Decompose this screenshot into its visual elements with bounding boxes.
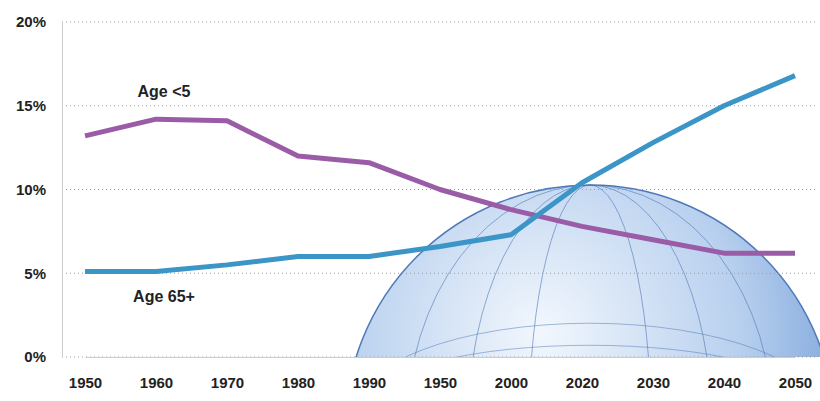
x-tick-label: 1990: [353, 374, 386, 391]
globe-outline: [345, 185, 820, 357]
y-axis: 0% 5% 10% 15% 20%: [16, 13, 63, 365]
lines: [85, 76, 795, 272]
x-tick-label: 2040: [708, 374, 741, 391]
globe-parallel: [354, 323, 820, 357]
y-tick: 10%: [16, 181, 62, 198]
y-tick-label: 5%: [24, 265, 46, 282]
x-tick: 1970: [211, 357, 244, 391]
y-tick-label: 10%: [16, 181, 46, 198]
series-line: [85, 76, 795, 272]
x-tick-label: 2030: [637, 374, 670, 391]
x-tick-label: 1980: [282, 374, 315, 391]
x-tick-label: 1950: [424, 374, 457, 391]
x-tick-label: 1970: [211, 374, 244, 391]
globe-parallel: [378, 345, 801, 357]
chart: 0% 5% 10% 15% 20% 1950 1960 1970 1980 1990 1950 200…: [0, 0, 820, 401]
y-tick: 20%: [16, 13, 62, 30]
grid-line: [62, 273, 815, 274]
x-tick-label: 2000: [495, 374, 528, 391]
series-label: Age 65+: [133, 288, 195, 305]
x-tick-label: 2020: [566, 374, 599, 391]
x-axis: 1950 1960 1970 1980 1990 1950 2000 2020 2030 2040…: [69, 357, 812, 391]
grid: [62, 22, 815, 357]
y-tick-label: 15%: [16, 97, 46, 114]
x-tick: 2040: [708, 357, 741, 391]
y-axis-line: [62, 23, 63, 358]
x-tick-label: 2050: [779, 374, 812, 391]
series-line: [85, 119, 795, 253]
x-tick: 1990: [353, 357, 386, 391]
series-label: Age <5: [138, 83, 191, 100]
x-tick: 1950: [69, 357, 102, 391]
x-tick-label: 1960: [140, 374, 173, 391]
x-tick: 2030: [637, 357, 670, 391]
x-axis-line: [86, 357, 796, 358]
series-labels: Age <5 Age 65+: [133, 83, 195, 304]
x-tick: 2050: [779, 357, 812, 391]
globe-meridian: [406, 185, 774, 357]
y-tick: 15%: [16, 97, 62, 114]
y-tick-label: 0%: [24, 348, 46, 365]
x-tick: 1980: [282, 357, 315, 391]
y-tick-label: 20%: [16, 13, 46, 30]
x-tick: 1950: [424, 357, 457, 391]
globe-body: [345, 185, 820, 357]
grid-line: [62, 357, 815, 358]
globe-meridian: [468, 185, 713, 357]
x-tick: 1960: [140, 357, 173, 391]
y-tick: 0%: [24, 348, 62, 365]
grid-line: [62, 22, 815, 23]
globe: [345, 185, 820, 357]
x-tick-label: 1950: [69, 374, 102, 391]
x-tick: 2000: [495, 357, 528, 391]
x-tick: 2020: [566, 357, 599, 391]
grid-line: [62, 105, 815, 106]
y-tick: 5%: [24, 265, 62, 282]
